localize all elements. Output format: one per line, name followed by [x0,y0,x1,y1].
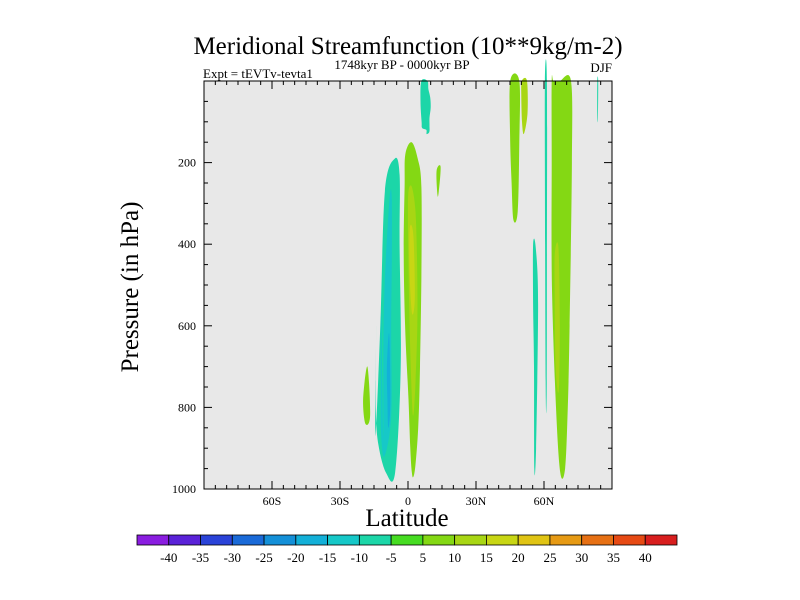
colorbar-swatch [549,534,583,546]
colorbar-label: -30 [224,550,241,565]
colorbar-swatch [200,534,233,546]
colorbar-swatch [454,534,487,546]
chart-subtitle-experiment: Expt = tEVTv-tevta1 [203,66,313,81]
colorbar-label: -15 [319,550,336,565]
colorbar-label: 30 [575,550,588,565]
colorbar-swatch [263,534,297,546]
y-tick-label: 1000 [172,482,196,496]
contour-region-band-50n [521,77,528,135]
y-tick-label: 600 [178,319,196,333]
y-tick-label: 800 [178,400,196,414]
colorbar-swatch [327,534,360,546]
y-axis-ticks: 200 400 600 800 1000 [172,100,612,496]
colorbar-label: -40 [160,550,177,565]
chart-title: Meridional Streamfunction (10**9kg/m-2) [193,33,622,60]
colorbar-label: 25 [543,550,556,565]
x-axis-label: Latitude [365,505,448,532]
x-axis-ticks: 60S 30S 0 30N 60N [203,81,613,508]
contour-region-band-61n [544,59,548,414]
colorbar-swatch [136,534,170,546]
colorbar: -40 -35 -30 -25 -20 -15 -10 -5 5 10 15 20 25 30 35 40 [136,534,678,565]
contour-plot-area [203,59,613,490]
colorbar-swatch [644,534,678,546]
colorbar-label: -25 [255,550,272,565]
contour-region-southern-cell-min [386,333,391,428]
colorbar-label: -5 [386,550,397,565]
x-tick-label: 30N [466,494,487,508]
colorbar-label: -35 [192,550,209,565]
colorbar-label: 40 [639,550,652,565]
colorbar-swatch [581,534,614,546]
contour-region-band-57n [532,238,539,476]
y-tick-label: 200 [178,156,196,170]
chart-subtitle-period: 1748kyr BP - 0000kyr BP [334,57,469,72]
y-tick-label: 400 [178,237,196,251]
contour-region-band-45n [509,73,521,223]
colorbar-label: -20 [287,550,304,565]
colorbar-swatch [295,534,328,546]
colorbar-swatch [486,534,519,546]
contour-region-polar-sliver [597,76,599,123]
colorbar-label: -10 [351,550,368,565]
x-tick-label: 60N [534,494,555,508]
x-tick-label: 30S [331,494,350,508]
colorbar-label: 10 [448,550,461,565]
colorbar-swatch [613,534,646,546]
colorbar-swatch [168,534,201,546]
colorbar-label: 5 [420,550,427,565]
colorbar-label: 15 [480,550,493,565]
x-tick-label: 60S [263,494,282,508]
x-tick-label: 0 [405,494,411,508]
colorbar-swatch [358,534,392,546]
colorbar-swatch [231,534,265,546]
colorbar-label: 20 [512,550,525,565]
contour-region-equatorial-cell-max [409,224,415,315]
colorbar-swatch [517,534,551,546]
y-axis-label: Pressure (in hPa) [117,202,144,373]
colorbar-swatch [422,534,456,546]
contour-region-upper-band-13n [436,165,441,197]
colorbar-swatch [390,534,424,546]
colorbar-label: 35 [607,550,620,565]
contour-region-upper-band-10n [420,79,431,135]
contour-regions [363,59,599,482]
chart-subtitle-season: DJF [590,60,612,75]
contour-region-band-66n-core [554,242,560,393]
contour-region-southern-midlat-blob [363,366,371,425]
